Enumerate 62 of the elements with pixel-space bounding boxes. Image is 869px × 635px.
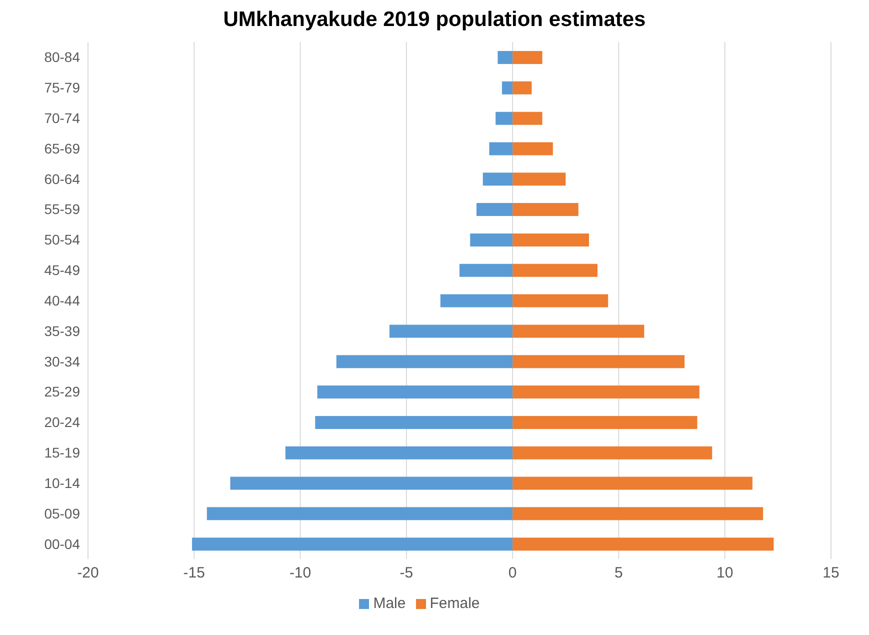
bar xyxy=(512,386,700,399)
bar xyxy=(440,294,513,308)
y-tick-label: 20-24 xyxy=(44,414,80,430)
y-tick-label: 30-34 xyxy=(44,353,80,370)
y-tick-label: 05-09 xyxy=(44,505,80,522)
bar xyxy=(389,324,513,338)
bar xyxy=(512,51,542,64)
bar xyxy=(315,416,513,429)
bar xyxy=(512,294,608,308)
bar xyxy=(512,476,752,490)
y-tick-label: 00-04 xyxy=(44,536,80,552)
bar xyxy=(192,538,513,551)
bar xyxy=(512,507,764,520)
x-tick-label: 10 xyxy=(716,564,734,582)
bar xyxy=(496,112,513,125)
bar xyxy=(512,81,532,94)
bar xyxy=(512,112,542,125)
bar xyxy=(502,81,513,94)
bar xyxy=(512,264,598,277)
y-tick-label: 35-39 xyxy=(44,322,80,339)
bar xyxy=(460,264,513,277)
bar xyxy=(512,446,712,460)
x-tick-label: 5 xyxy=(614,564,623,582)
legend-label: Female xyxy=(430,595,480,612)
bar xyxy=(512,355,685,368)
bar xyxy=(489,142,513,156)
x-tick-label: 15 xyxy=(822,564,840,582)
y-tick-label: 50-54 xyxy=(44,232,80,248)
bar xyxy=(512,416,698,429)
y-tick-label: 40-44 xyxy=(44,292,80,308)
y-tick-label: 15-19 xyxy=(44,444,80,461)
bar xyxy=(512,324,644,338)
y-tick-label: 75-79 xyxy=(44,80,80,96)
bar xyxy=(512,142,553,156)
y-tick-label: 45-49 xyxy=(44,262,80,278)
x-tick-label: 0 xyxy=(508,564,517,582)
bar xyxy=(317,386,513,399)
y-tick-label: 10-14 xyxy=(44,474,80,491)
bar xyxy=(206,507,513,520)
bar xyxy=(285,446,513,460)
x-tick-label: -10 xyxy=(289,564,312,582)
bar xyxy=(336,355,513,368)
y-tick-label: 60-64 xyxy=(44,170,80,187)
bar xyxy=(512,538,774,551)
bar xyxy=(476,203,513,216)
bar xyxy=(512,233,589,246)
y-tick-label: 25-29 xyxy=(44,384,80,400)
x-tick-label: -5 xyxy=(400,564,414,582)
bar xyxy=(512,172,566,186)
bar xyxy=(512,203,578,216)
x-tick-label: -20 xyxy=(77,564,99,582)
y-tick-label: 80-84 xyxy=(44,49,80,66)
chart-title: UMkhanyakude 2019 population estimates xyxy=(222,8,647,32)
y-tick-label: 65-69 xyxy=(44,140,80,156)
x-tick-label: -15 xyxy=(183,564,205,582)
legend-label: Male xyxy=(373,595,406,612)
bar xyxy=(470,233,513,246)
bar xyxy=(230,476,513,490)
y-tick-label: 55-59 xyxy=(44,201,80,218)
y-tick-label: 70-74 xyxy=(44,110,80,126)
bar xyxy=(482,172,513,186)
bar xyxy=(498,51,513,64)
